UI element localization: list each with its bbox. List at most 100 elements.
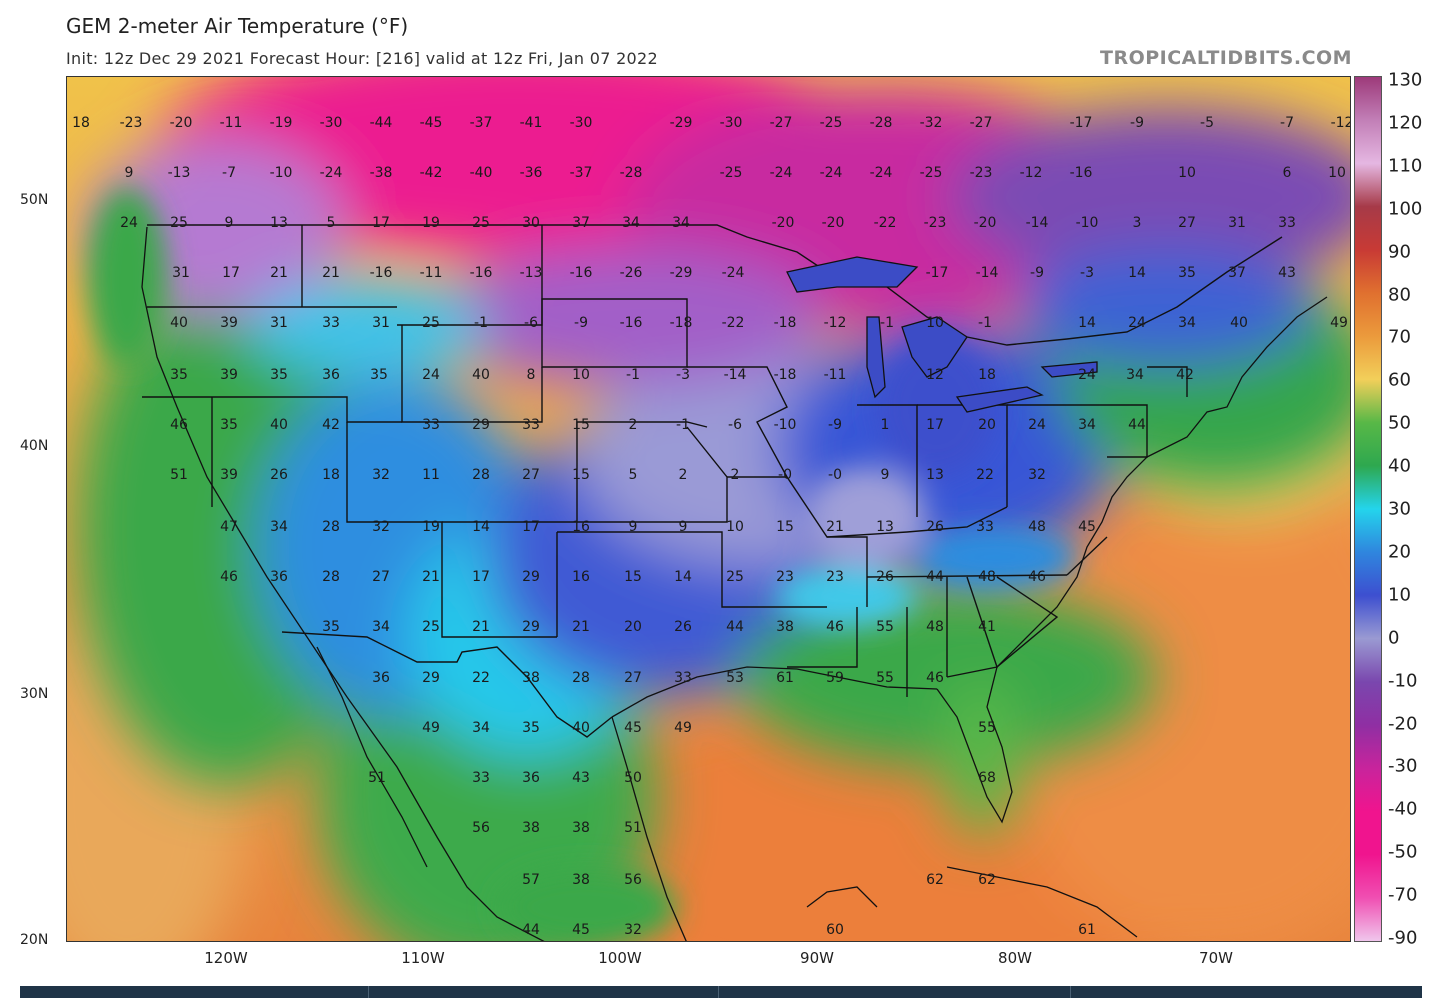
map-background (67, 77, 1350, 941)
temperature-value: 15 (572, 417, 590, 433)
temperature-value: 26 (270, 467, 288, 483)
temperature-value: 2 (628, 417, 638, 433)
site-watermark: TROPICALTIDBITS.COM (1100, 47, 1353, 69)
temperature-value: 49 (422, 720, 440, 736)
temperature-value: 38 (522, 670, 540, 686)
temperature-value: 49 (1330, 315, 1348, 331)
temperature-value: 55 (978, 720, 996, 736)
temperature-value: 20 (624, 619, 642, 635)
temperature-value: 50 (624, 770, 642, 786)
temperature-value: -14 (723, 367, 747, 383)
colorbar-tick-label: 130 (1388, 69, 1423, 91)
temperature-value: 56 (624, 872, 642, 888)
temperature-value: -7 (1280, 115, 1294, 131)
temperature-value: -14 (975, 265, 999, 281)
temperature-value: 16 (572, 569, 590, 585)
temperature-value: 33 (522, 417, 540, 433)
colorbar-tick-label: -40 (1388, 798, 1418, 820)
temperature-value: 20 (978, 417, 996, 433)
temperature-value: 35 (322, 619, 340, 635)
temperature-value: 34 (1126, 367, 1144, 383)
temperature-value: 5 (628, 467, 638, 483)
temperature-value: -25 (919, 165, 943, 181)
temperature-value: 35 (1178, 265, 1196, 281)
lon-label-110w: 110W (401, 949, 445, 967)
colorbar-tick-label: 100 (1388, 198, 1423, 220)
temperature-value: 3 (1132, 215, 1142, 231)
footer-divider (718, 986, 719, 998)
temperature-value: -18 (773, 367, 797, 383)
temperature-value: -9 (1130, 115, 1144, 131)
temperature-value: -9 (828, 417, 842, 433)
temperature-value: -37 (569, 165, 593, 181)
temperature-value: 29 (522, 619, 540, 635)
temperature-value: 40 (572, 720, 590, 736)
temperature-value: 14 (1078, 315, 1096, 331)
lat-label-30n: 30N (20, 686, 49, 702)
temperature-value: -18 (773, 315, 797, 331)
colorbar-tick-label: 20 (1388, 541, 1411, 563)
temperature-value: 25 (472, 215, 490, 231)
colorbar-tick-label: 30 (1388, 498, 1411, 520)
temperature-value: -14 (1025, 215, 1049, 231)
temperature-value: 21 (572, 619, 590, 635)
temperature-value: -24 (721, 265, 745, 281)
temperature-value: 15 (572, 467, 590, 483)
temperature-value: 24 (1128, 315, 1146, 331)
temperature-value: -3 (676, 367, 690, 383)
temperature-value: 17 (472, 569, 490, 585)
temperature-value: 17 (372, 215, 390, 231)
temperature-value: 43 (572, 770, 590, 786)
temperature-value: 61 (776, 670, 794, 686)
temperature-value: 31 (372, 315, 390, 331)
footer-bar (20, 986, 1422, 998)
temperature-value: 31 (270, 315, 288, 331)
temperature-value: -32 (919, 115, 943, 131)
temperature-value: -23 (969, 165, 993, 181)
temperature-value: -29 (669, 265, 693, 281)
temperature-value: -6 (524, 315, 538, 331)
temperature-value: 10 (572, 367, 590, 383)
lon-label-120w: 120W (204, 949, 248, 967)
temperature-value: 38 (522, 820, 540, 836)
temperature-value: 29 (522, 569, 540, 585)
temperature-value: 12 (926, 367, 944, 383)
temperature-value: -24 (319, 165, 343, 181)
temperature-value: 36 (522, 770, 540, 786)
temperature-map: 18 -23 -20 -11 -19 -30 -44 -45 -37 -41 -30 -29 -30 -2… (66, 76, 1351, 942)
temperature-value: -6 (728, 417, 742, 433)
temperature-value: -13 (167, 165, 191, 181)
temperature-value: 21 (322, 265, 340, 281)
temperature-value: 51 (368, 770, 386, 786)
temperature-value: 34 (672, 215, 690, 231)
temperature-value: -40 (469, 165, 493, 181)
temperature-value: 37 (1228, 265, 1246, 281)
temperature-value: 28 (472, 467, 490, 483)
temperature-value: 17 (926, 417, 944, 433)
temperature-value: -24 (869, 165, 893, 181)
temperature-value: 1 (880, 417, 890, 433)
temperature-value: 59 (826, 670, 844, 686)
temperature-value: -12 (823, 315, 847, 331)
temperature-value: -23 (119, 115, 143, 131)
temperature-value: 16 (572, 519, 590, 535)
temperature-value: 36 (372, 670, 390, 686)
temperature-value: 57 (522, 872, 540, 888)
temperature-value: 62 (978, 872, 996, 888)
temperature-value: -29 (669, 115, 693, 131)
temperature-value: 33 (1278, 215, 1296, 231)
temperature-value: 33 (976, 519, 994, 535)
temperature-value: 33 (674, 670, 692, 686)
temperature-value: 35 (170, 367, 188, 383)
temperature-value: -16 (1069, 165, 1093, 181)
temperature-value: 45 (572, 922, 590, 938)
temperature-value: 9 (628, 519, 638, 535)
temperature-value: -25 (819, 115, 843, 131)
temperature-value: 13 (270, 215, 288, 231)
temperature-value: 35 (522, 720, 540, 736)
temperature-value: 10 (926, 315, 944, 331)
temperature-value: 68 (978, 770, 996, 786)
colorbar-tick-label: 60 (1388, 369, 1411, 391)
temperature-value: -41 (519, 115, 543, 131)
temperature-value: -23 (923, 215, 947, 231)
